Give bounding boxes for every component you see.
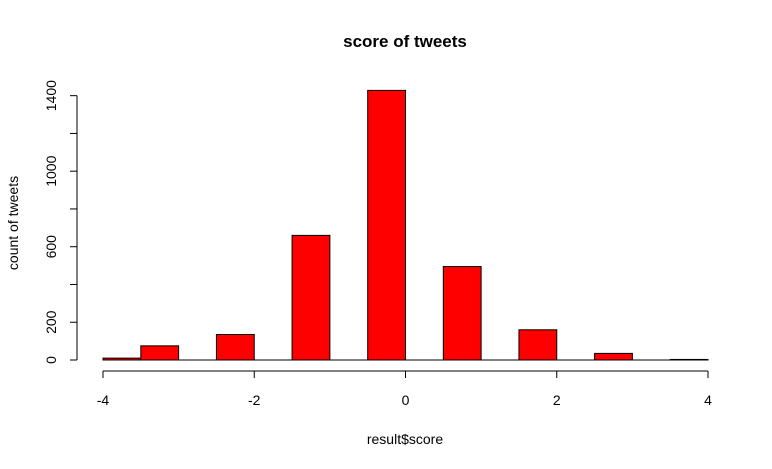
histogram-bar	[594, 352, 633, 361]
chart-title: score of tweets	[343, 32, 467, 51]
histogram-bar	[442, 266, 482, 361]
x-tick-label: 0	[402, 392, 410, 408]
y-axis-label: count of tweets	[5, 176, 21, 270]
y-tick-label: 1400	[43, 80, 59, 111]
histogram-bar	[518, 329, 558, 361]
x-tick-label: -2	[248, 392, 261, 408]
x-tick-label: 2	[553, 392, 561, 408]
bars-group	[102, 89, 709, 361]
y-axis: 0 200 600 1000 1400	[43, 80, 78, 364]
y-tick-label: 0	[43, 356, 59, 364]
x-tick-label: -4	[97, 392, 110, 408]
y-tick-label: 200	[43, 310, 59, 334]
histogram-bar	[291, 234, 331, 361]
x-tick-label: 4	[704, 392, 712, 408]
x-axis: -4 -2 0 2 4	[97, 370, 712, 408]
y-tick-label: 1000	[43, 155, 59, 186]
x-axis-label: result$score	[367, 431, 443, 447]
y-tick-label: 600	[43, 235, 59, 259]
histogram-bar	[367, 89, 406, 361]
histogram-bar	[215, 334, 255, 361]
histogram-bar	[140, 345, 180, 361]
